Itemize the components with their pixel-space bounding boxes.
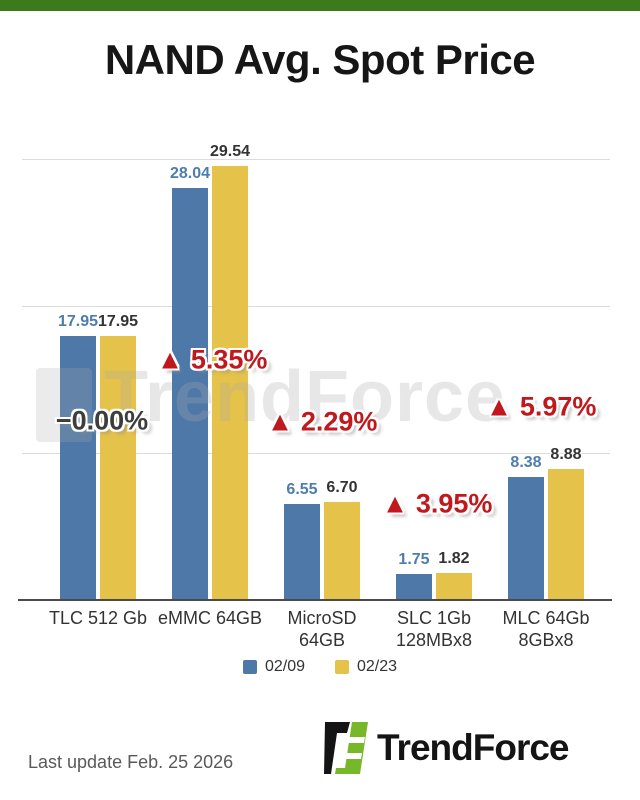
legend-swatch-icon bbox=[242, 660, 257, 674]
value-label: 8.88 bbox=[550, 446, 582, 464]
bar-02/23-2 bbox=[324, 501, 360, 600]
legend-item: 02/09 bbox=[242, 658, 305, 676]
bar-02/09-0 bbox=[60, 336, 96, 600]
bar-02/23-3 bbox=[436, 573, 472, 600]
category-label: MicroSD 64GB bbox=[287, 608, 357, 650]
x-axis-line bbox=[18, 599, 612, 601]
value-label: 17.95 bbox=[57, 313, 99, 331]
bar-02/09-4 bbox=[508, 476, 544, 600]
brand-logo: TrendForce bbox=[324, 722, 569, 774]
legend-item: 02/23 bbox=[335, 658, 397, 676]
page-title: NAND Avg. Spot Price bbox=[104, 36, 536, 83]
value-label: 6.70 bbox=[326, 478, 358, 496]
change-badge: ▲ 5.97% bbox=[485, 391, 597, 422]
category-label: TLC 512 Gb bbox=[48, 608, 148, 628]
chart-legend: 02/09 02/23 bbox=[0, 658, 640, 676]
value-label: 1.75 bbox=[398, 551, 430, 569]
trendforce-logo-icon bbox=[324, 722, 368, 774]
category-label: SLC 1Gb 128MBx8 bbox=[395, 608, 473, 650]
change-badge: ▲ 5.35% bbox=[156, 344, 268, 375]
value-label: 17.95 bbox=[97, 313, 139, 331]
top-accent-bar bbox=[0, 0, 640, 11]
category-label: MLC 64Gb 8GBx8 bbox=[502, 608, 590, 650]
bar-02/09-3 bbox=[396, 574, 432, 600]
change-badge: ▲ 2.29% bbox=[266, 406, 378, 437]
bar-02/23-1 bbox=[212, 165, 248, 600]
legend-label: 02/23 bbox=[357, 658, 398, 675]
bar-02/09-2 bbox=[284, 503, 320, 600]
change-badge: −0.00% bbox=[55, 405, 149, 436]
change-badge: ▲ 3.95% bbox=[381, 488, 493, 519]
bar-02/23-0 bbox=[100, 336, 136, 600]
brand-name: TrendForce bbox=[377, 727, 569, 768]
value-label: 1.82 bbox=[438, 550, 470, 568]
bar-02/23-4 bbox=[548, 469, 584, 600]
category-label: eMMC 64GB bbox=[157, 608, 263, 628]
value-label: 6.55 bbox=[286, 480, 318, 498]
last-update-text: Last update Feb. 25 2026 bbox=[28, 752, 234, 772]
value-label: 8.38 bbox=[510, 453, 542, 471]
watermark-text: TrendForce bbox=[104, 357, 507, 437]
bar-02/09-1 bbox=[172, 187, 208, 600]
gridline bbox=[22, 159, 610, 160]
value-label: 29.54 bbox=[209, 142, 251, 160]
watermark-logo-mark bbox=[36, 368, 92, 442]
legend-swatch-icon bbox=[335, 660, 349, 674]
legend-label: 02/09 bbox=[264, 658, 305, 675]
value-label: 28.04 bbox=[169, 164, 211, 182]
gridline bbox=[22, 306, 610, 307]
gridline bbox=[22, 453, 610, 454]
